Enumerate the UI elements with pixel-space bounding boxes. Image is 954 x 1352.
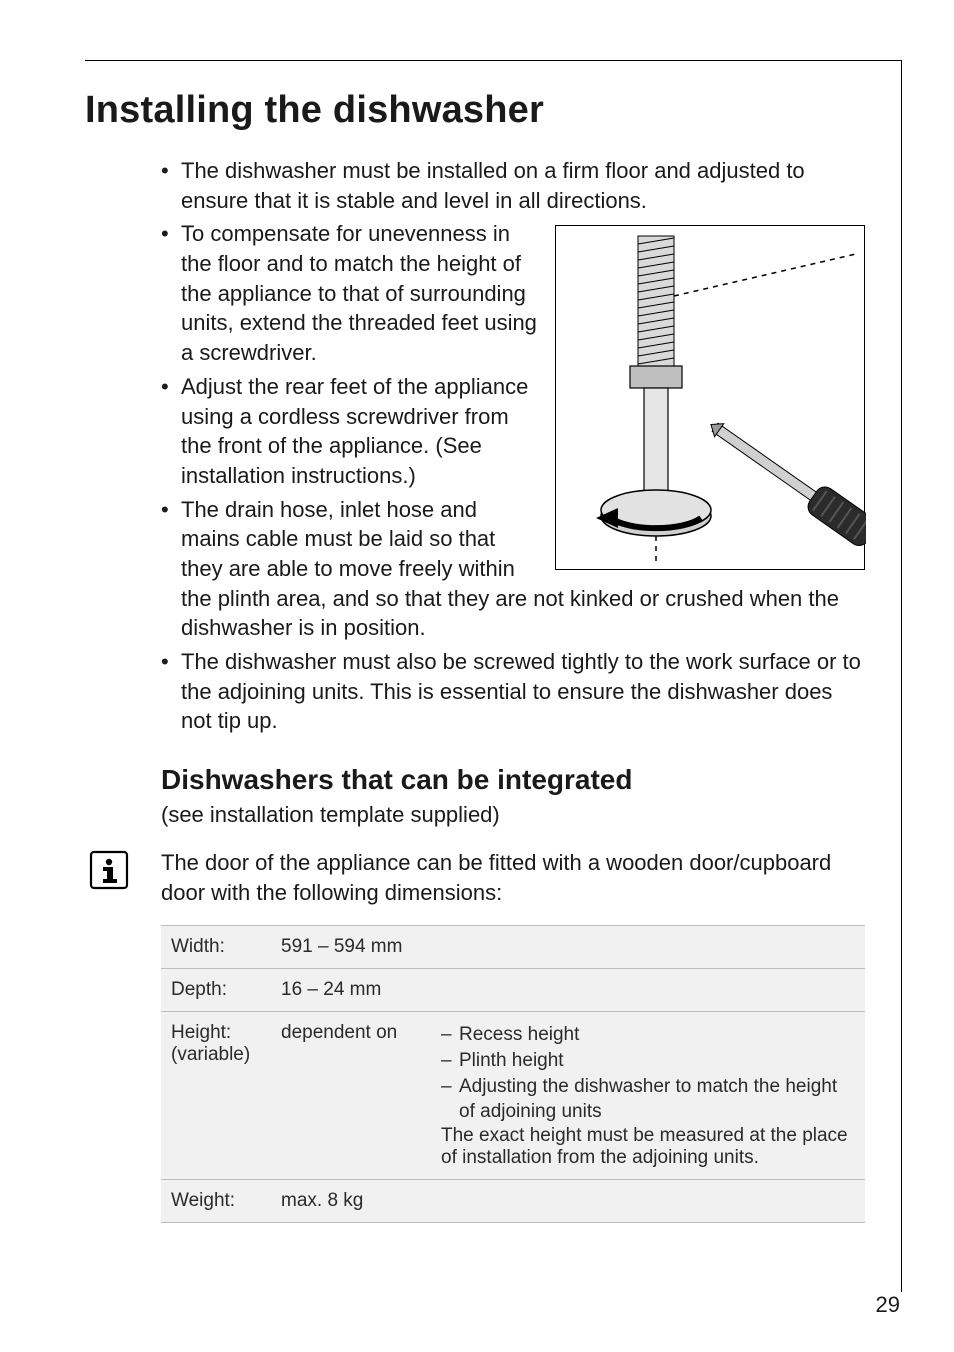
body-block: The dishwasher must be installed on a fi… — [161, 156, 865, 1223]
list-item: Plinth height — [441, 1048, 855, 1074]
cell-extra: Recess height Plinth height Adjusting th… — [431, 1012, 865, 1180]
bullet-text: To compensate for unevenness in the floo… — [181, 221, 537, 365]
cell-value: max. 8 kg — [271, 1180, 431, 1223]
integrated-subnote: (see installation template supplied) — [161, 802, 865, 828]
bullet-item: The dishwasher must be installed on a fi… — [161, 156, 865, 215]
dimensions-table: Width: 591 – 594 mm Depth: 16 – 24 mm He… — [161, 925, 865, 1223]
page-frame: Installing the dishwasher The dishwasher… — [85, 60, 902, 1292]
table-row: Width: 591 – 594 mm — [161, 926, 865, 969]
bullet-item: The dishwasher must also be screwed tigh… — [161, 647, 865, 736]
integrated-subhead: Dishwashers that can be integrated — [161, 764, 865, 796]
bullet-item: To compensate for unevenness in the floo… — [161, 219, 865, 367]
list-item: Adjusting the dishwasher to match the he… — [441, 1074, 855, 1125]
bullet-item: Adjust the rear feet of the appliance us… — [161, 372, 865, 491]
height-factors-list: Recess height Plinth height Adjusting th… — [441, 1022, 855, 1125]
cell-value: 16 – 24 mm — [271, 969, 431, 1012]
cell-value: dependent on — [271, 1012, 431, 1180]
table-row: Depth: 16 – 24 mm — [161, 969, 865, 1012]
table-row: Height: (variable) dependent on Recess h… — [161, 1012, 865, 1180]
cell-label: Height: (variable) — [161, 1012, 271, 1180]
list-item: Recess height — [441, 1022, 855, 1048]
page-title: Installing the dishwasher — [85, 89, 865, 132]
cell-label: Depth: — [161, 969, 271, 1012]
cell-label: Weight: — [161, 1180, 271, 1223]
cell-extra — [431, 926, 865, 969]
info-row: The door of the appliance can be fitted … — [161, 848, 865, 907]
install-bullet-list: The dishwasher must be installed on a fi… — [161, 156, 865, 736]
page-number: 29 — [876, 1292, 900, 1318]
height-tail-text: The exact height must be measured at the… — [441, 1125, 848, 1168]
table-row: Weight: max. 8 kg — [161, 1180, 865, 1223]
info-text: The door of the appliance can be fitted … — [161, 848, 865, 907]
bullet-item: The drain hose, inlet hose and mains cab… — [161, 495, 865, 643]
page-content: Installing the dishwasher The dishwasher… — [85, 61, 901, 1223]
cell-extra — [431, 1180, 865, 1223]
cell-value: 591 – 594 mm — [271, 926, 431, 969]
info-icon — [89, 850, 129, 890]
cell-extra — [431, 969, 865, 1012]
cell-label: Width: — [161, 926, 271, 969]
